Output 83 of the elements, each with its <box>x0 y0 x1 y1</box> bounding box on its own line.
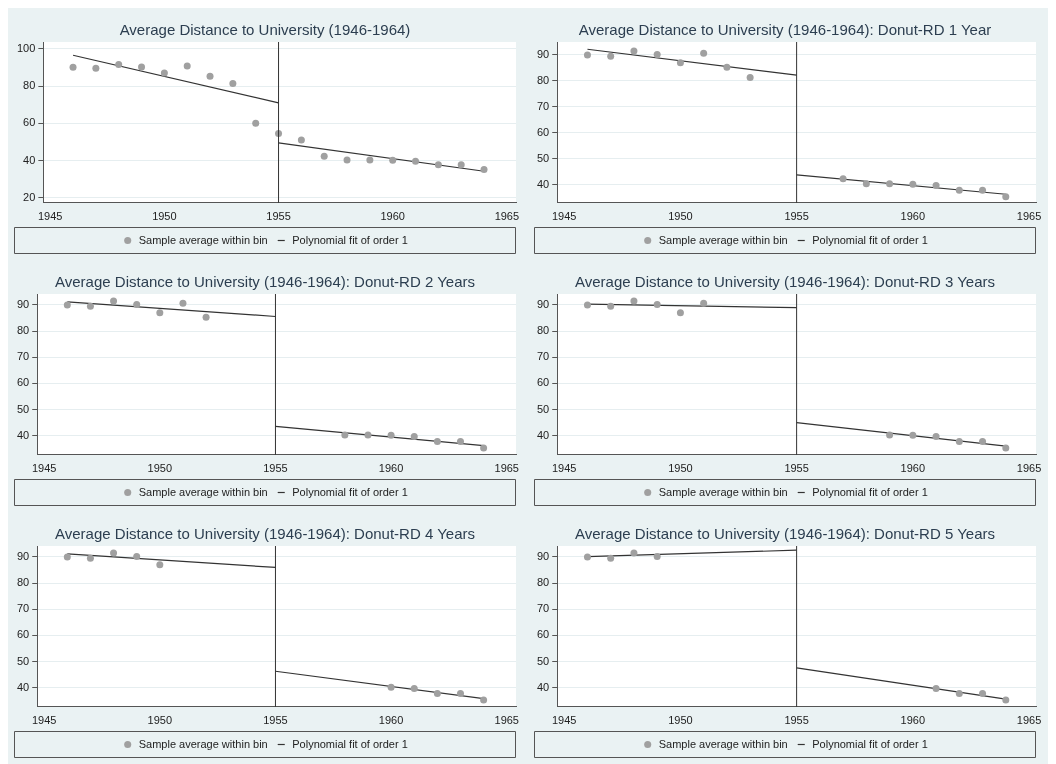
x-tick-label: 1945 <box>551 462 577 475</box>
y-tick-label: 90 <box>536 48 550 60</box>
x-tick-label: 1965 <box>494 210 520 223</box>
legend-label: Polynomial fit of order 1 <box>812 233 928 246</box>
chart-title: Average Distance to University (1946-1964): Donut-RD 4 Years <box>55 525 475 543</box>
x-tick-label: 1945 <box>37 210 63 223</box>
y-tick-label: 60 <box>536 628 550 641</box>
x-tick-label: 1960 <box>378 462 404 475</box>
y-tick-label: 80 <box>16 576 30 589</box>
chart-title: Average Distance to University (1946-1964): Donut-RD 1 Year <box>578 21 992 39</box>
y-tick-label: 70 <box>536 99 550 112</box>
y-tick-label: 40 <box>536 680 550 693</box>
x-tick-label: 1965 <box>494 462 519 475</box>
legend-label: Sample average within bin <box>658 737 788 750</box>
x-tick-label: 1960 <box>380 210 405 223</box>
x-tick-label: 1965 <box>494 714 519 727</box>
legend-label: Sample average within bin <box>138 737 268 750</box>
x-tick-label: 1965 <box>1016 714 1042 727</box>
y-tick-label: 70 <box>536 602 550 615</box>
legend-label: Polynomial fit of order 1 <box>812 737 928 750</box>
x-tick-label: 1945 <box>551 714 577 727</box>
y-tick-label: 40 <box>16 680 30 693</box>
y-tick-label: 60 <box>16 376 30 389</box>
x-tick-label: 1950 <box>668 462 693 475</box>
x-tick-label: 1950 <box>147 462 173 475</box>
legend-label: Sample average within bin <box>138 233 268 246</box>
y-tick-label: 70 <box>536 350 550 363</box>
x-tick-label: 1955 <box>784 210 809 223</box>
y-tick-label: 80 <box>536 73 550 86</box>
y-tick-label: 40 <box>23 153 36 166</box>
y-tick-label: 40 <box>536 428 550 441</box>
x-tick-label: 1960 <box>900 210 926 223</box>
y-tick-label: 80 <box>536 324 550 337</box>
y-tick-label: 90 <box>536 550 550 563</box>
legend-label: Polynomial fit of order 1 <box>292 485 408 498</box>
y-tick-label: 50 <box>16 402 30 415</box>
y-tick-label: 50 <box>16 654 30 667</box>
x-tick-label: 1945 <box>551 210 577 223</box>
chart-title: Average Distance to University (1946-1964): Donut-RD 2 Years <box>55 273 475 291</box>
y-tick-label: 90 <box>536 298 550 311</box>
x-tick-label: 1955 <box>784 462 809 475</box>
x-tick-label: 1960 <box>900 714 926 727</box>
chart-title: Average Distance to University (1946-1964) <box>119 21 411 39</box>
legend-label: Sample average within bin <box>138 485 268 498</box>
legend-label: Polynomial fit of order 1 <box>292 233 408 246</box>
y-tick-label: 80 <box>536 576 550 589</box>
y-tick-label: 80 <box>23 79 36 92</box>
y-tick-label: 90 <box>16 298 30 311</box>
x-tick-label: 1955 <box>263 714 288 727</box>
y-tick-label: 70 <box>16 350 30 363</box>
legend-label: Polynomial fit of order 1 <box>812 485 928 498</box>
x-tick-label: 1950 <box>152 210 177 223</box>
x-tick-label: 1950 <box>668 210 693 223</box>
chart-title: Average Distance to University (1946-1964): Donut-RD 3 Years <box>575 273 995 291</box>
legend-label: Sample average within bin <box>658 233 788 246</box>
chart-title: Average Distance to University (1946-1964): Donut-RD 5 Years <box>575 525 995 543</box>
x-tick-label: 1960 <box>378 714 404 727</box>
y-tick-label: 50 <box>536 151 550 164</box>
y-tick-label: 60 <box>23 116 36 129</box>
y-tick-label: 40 <box>536 177 550 190</box>
legend-label: Sample average within bin <box>658 485 788 498</box>
y-tick-label: 70 <box>16 602 30 615</box>
x-tick-label: 1955 <box>784 714 809 727</box>
x-tick-label: 1950 <box>668 714 693 727</box>
x-tick-label: 1965 <box>1016 210 1042 223</box>
y-tick-label: 100 <box>16 41 36 54</box>
y-tick-label: 60 <box>16 628 30 641</box>
y-tick-label: 50 <box>536 402 550 415</box>
x-tick-label: 1945 <box>31 714 57 727</box>
y-tick-label: 20 <box>23 190 36 203</box>
x-tick-label: 1955 <box>266 210 291 223</box>
x-tick-label: 1965 <box>1016 462 1042 475</box>
legend-label: Polynomial fit of order 1 <box>292 737 408 750</box>
y-tick-label: 80 <box>16 324 30 337</box>
y-tick-label: 60 <box>536 376 550 389</box>
x-tick-label: 1950 <box>147 714 173 727</box>
x-tick-label: 1955 <box>263 462 288 475</box>
y-tick-label: 40 <box>16 428 30 441</box>
x-tick-label: 1945 <box>31 462 57 475</box>
y-tick-label: 90 <box>16 550 30 563</box>
x-tick-label: 1960 <box>900 462 926 475</box>
y-tick-label: 60 <box>536 125 550 138</box>
y-tick-label: 50 <box>536 654 550 667</box>
